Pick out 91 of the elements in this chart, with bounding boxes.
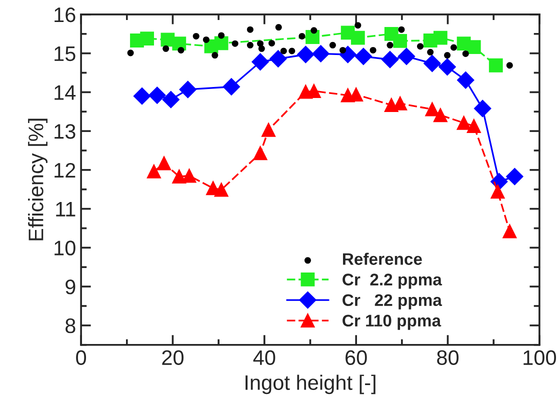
point xyxy=(212,52,218,59)
point xyxy=(370,46,376,54)
point xyxy=(280,48,287,54)
point xyxy=(214,182,228,197)
point xyxy=(288,48,296,54)
point xyxy=(133,88,151,105)
point xyxy=(398,26,405,33)
point xyxy=(172,36,186,51)
point xyxy=(425,102,440,116)
point xyxy=(162,45,170,52)
point xyxy=(258,45,265,52)
y-tick-label: 12 xyxy=(54,162,76,178)
point xyxy=(157,156,171,170)
point xyxy=(275,24,282,31)
x-tick-label: 0 xyxy=(76,350,86,366)
point xyxy=(179,80,196,98)
legend-label: Cr 110 ppma xyxy=(342,314,442,330)
y-tick-label: 15 xyxy=(54,46,76,62)
point xyxy=(433,30,448,45)
point xyxy=(444,52,451,59)
point xyxy=(246,26,254,33)
point xyxy=(127,50,134,56)
point xyxy=(386,42,394,48)
x-tick-label: 60 xyxy=(346,350,367,366)
point xyxy=(262,122,276,137)
point xyxy=(381,50,399,68)
point xyxy=(310,27,318,34)
point xyxy=(329,42,336,48)
x-tick-label: 40 xyxy=(253,350,276,366)
point xyxy=(222,78,240,96)
x-tick-label: 100 xyxy=(524,350,556,366)
point xyxy=(162,91,180,108)
x-tick-label: 20 xyxy=(162,350,184,366)
point xyxy=(466,119,481,133)
point xyxy=(433,108,448,122)
point xyxy=(182,168,196,183)
point xyxy=(140,32,154,46)
point xyxy=(417,43,424,50)
point xyxy=(268,40,275,46)
x-axis-title: Ingot height [-] xyxy=(246,374,376,394)
point xyxy=(506,62,513,69)
y-tick-label: 16 xyxy=(54,7,76,22)
point xyxy=(297,46,314,64)
point xyxy=(466,40,481,54)
point xyxy=(427,48,434,56)
point xyxy=(146,164,161,178)
point xyxy=(192,32,200,40)
y-tick-label: 14 xyxy=(54,85,76,100)
y-tick-label: 10 xyxy=(54,240,76,256)
point xyxy=(354,22,362,29)
point xyxy=(312,45,330,62)
point xyxy=(456,116,471,130)
y-tick-label: 11 xyxy=(56,202,76,216)
point xyxy=(398,48,416,65)
point xyxy=(502,224,517,238)
point xyxy=(339,46,356,64)
point xyxy=(252,53,269,70)
point xyxy=(172,170,186,184)
point xyxy=(488,58,503,72)
point xyxy=(232,40,238,47)
point xyxy=(506,168,524,186)
point xyxy=(490,184,505,199)
point xyxy=(450,44,457,51)
point xyxy=(218,32,225,39)
point xyxy=(393,34,408,48)
point xyxy=(340,46,346,54)
point xyxy=(354,48,372,65)
point xyxy=(350,30,365,45)
point xyxy=(202,36,210,43)
point xyxy=(298,32,306,40)
point xyxy=(306,30,320,44)
point xyxy=(148,86,166,104)
y-tick-label: 9 xyxy=(66,280,76,294)
point xyxy=(462,50,469,57)
point xyxy=(438,58,456,76)
point xyxy=(474,100,492,118)
point xyxy=(178,46,184,54)
y-tick-label: 8 xyxy=(66,318,76,334)
point xyxy=(253,146,268,160)
point xyxy=(214,36,228,50)
point xyxy=(270,50,287,68)
point xyxy=(424,54,441,72)
point xyxy=(246,42,254,48)
legend-label: Cr 22 ppma xyxy=(342,294,442,310)
point xyxy=(393,96,408,110)
legend-label: Cr 2.2 ppma xyxy=(342,274,442,289)
y-axis-title: Efficiency [%] xyxy=(28,118,48,240)
x-tick-label: 80 xyxy=(437,350,459,366)
legend-label: Reference xyxy=(343,252,422,265)
point xyxy=(457,72,474,89)
y-tick-label: 13 xyxy=(54,124,76,139)
